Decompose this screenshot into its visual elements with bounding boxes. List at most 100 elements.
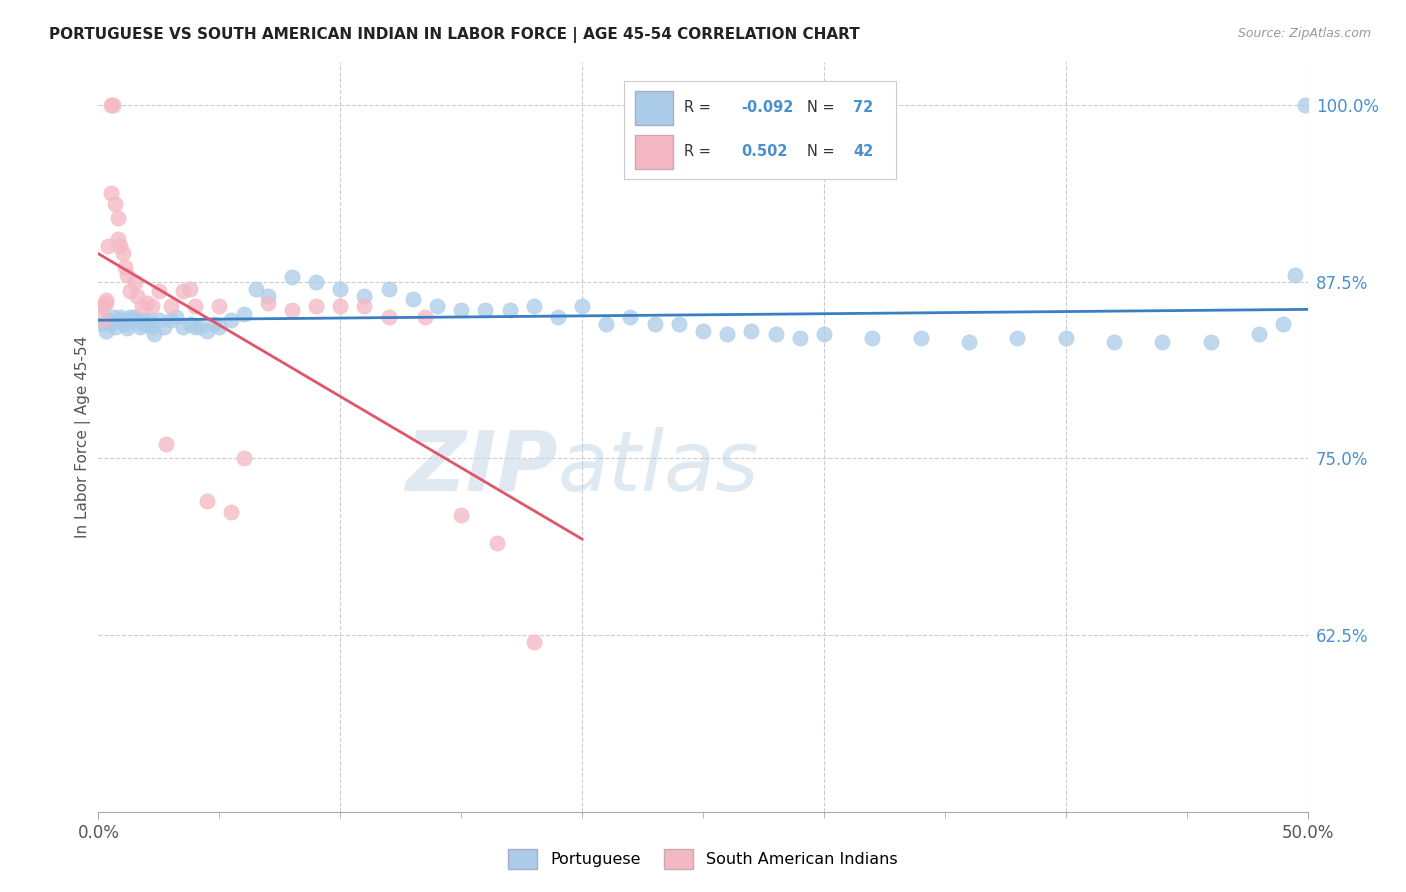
Point <box>281 302 304 317</box>
Point <box>91 312 114 326</box>
Point <box>353 289 375 303</box>
Point <box>94 324 117 338</box>
Point <box>117 268 139 282</box>
Point <box>91 299 114 313</box>
Text: atlas: atlas <box>558 426 759 508</box>
Point <box>135 295 157 310</box>
Point <box>716 326 738 341</box>
Point <box>160 299 183 313</box>
Point <box>450 508 472 522</box>
Point <box>204 317 226 331</box>
Point <box>172 285 194 299</box>
Point <box>957 335 980 350</box>
Point <box>184 299 207 313</box>
Text: Source: ZipAtlas.com: Source: ZipAtlas.com <box>1237 27 1371 40</box>
Point <box>765 326 787 341</box>
Point <box>232 451 254 466</box>
Point <box>305 275 328 289</box>
Point <box>789 331 811 345</box>
Point <box>172 319 194 334</box>
Point <box>860 331 883 345</box>
Point <box>111 246 134 260</box>
Point <box>595 317 617 331</box>
Point <box>117 321 139 335</box>
Point <box>305 299 328 313</box>
Point <box>1152 335 1174 350</box>
Point <box>571 299 593 313</box>
Point <box>426 299 449 313</box>
Point <box>353 299 375 313</box>
Point <box>329 282 352 296</box>
Point <box>245 282 267 296</box>
Point <box>97 239 120 253</box>
Point <box>547 310 569 324</box>
Point <box>104 319 127 334</box>
Point <box>107 312 129 326</box>
Point <box>90 299 112 313</box>
Point <box>155 437 177 451</box>
Point <box>486 536 509 550</box>
Point <box>208 299 231 313</box>
Point <box>124 310 146 324</box>
Point <box>108 239 131 253</box>
Point <box>498 302 520 317</box>
Text: PORTUGUESE VS SOUTH AMERICAN INDIAN IN LABOR FORCE | AGE 45-54 CORRELATION CHART: PORTUGUESE VS SOUTH AMERICAN INDIAN IN L… <box>49 27 860 43</box>
Text: ZIP: ZIP <box>405 426 558 508</box>
Point <box>127 312 149 326</box>
Point <box>101 98 124 112</box>
Point <box>644 317 666 331</box>
Point <box>143 326 166 341</box>
Point <box>179 317 201 331</box>
Point <box>114 317 136 331</box>
Point <box>152 319 174 334</box>
Point <box>195 493 218 508</box>
Point <box>131 299 153 313</box>
Point <box>232 307 254 321</box>
Point <box>1272 317 1295 331</box>
Point <box>97 312 120 326</box>
Point <box>377 282 399 296</box>
Point <box>107 211 129 225</box>
Point <box>208 319 231 334</box>
Point <box>692 324 714 338</box>
Point <box>114 260 136 275</box>
Point <box>619 310 641 324</box>
Point <box>1007 331 1029 345</box>
Point <box>148 312 170 326</box>
Point <box>165 310 187 324</box>
Point <box>121 312 143 326</box>
Point <box>221 312 243 326</box>
Point <box>402 292 425 306</box>
Point <box>1054 331 1077 345</box>
Point <box>100 98 122 112</box>
Point <box>195 324 218 338</box>
Point <box>450 302 472 317</box>
Point <box>124 275 146 289</box>
Point <box>141 319 163 334</box>
Point <box>131 317 153 331</box>
Point <box>813 326 835 341</box>
Point <box>94 295 117 310</box>
Point <box>108 310 131 324</box>
Point <box>94 293 117 307</box>
Point <box>1284 268 1306 282</box>
Point <box>377 310 399 324</box>
Point <box>668 317 690 331</box>
Point <box>1294 98 1316 112</box>
Point <box>148 285 170 299</box>
Point <box>91 317 114 331</box>
Point <box>160 312 183 326</box>
Point <box>100 186 122 200</box>
Point <box>474 302 496 317</box>
Point <box>134 312 156 326</box>
Y-axis label: In Labor Force | Age 45-54: In Labor Force | Age 45-54 <box>76 336 91 538</box>
Point <box>127 289 149 303</box>
Point <box>910 331 932 345</box>
Point <box>740 324 762 338</box>
Point <box>281 270 304 285</box>
Point <box>329 299 352 313</box>
Point <box>141 299 163 313</box>
Point <box>128 319 150 334</box>
Point <box>100 317 122 331</box>
Point <box>1199 335 1222 350</box>
